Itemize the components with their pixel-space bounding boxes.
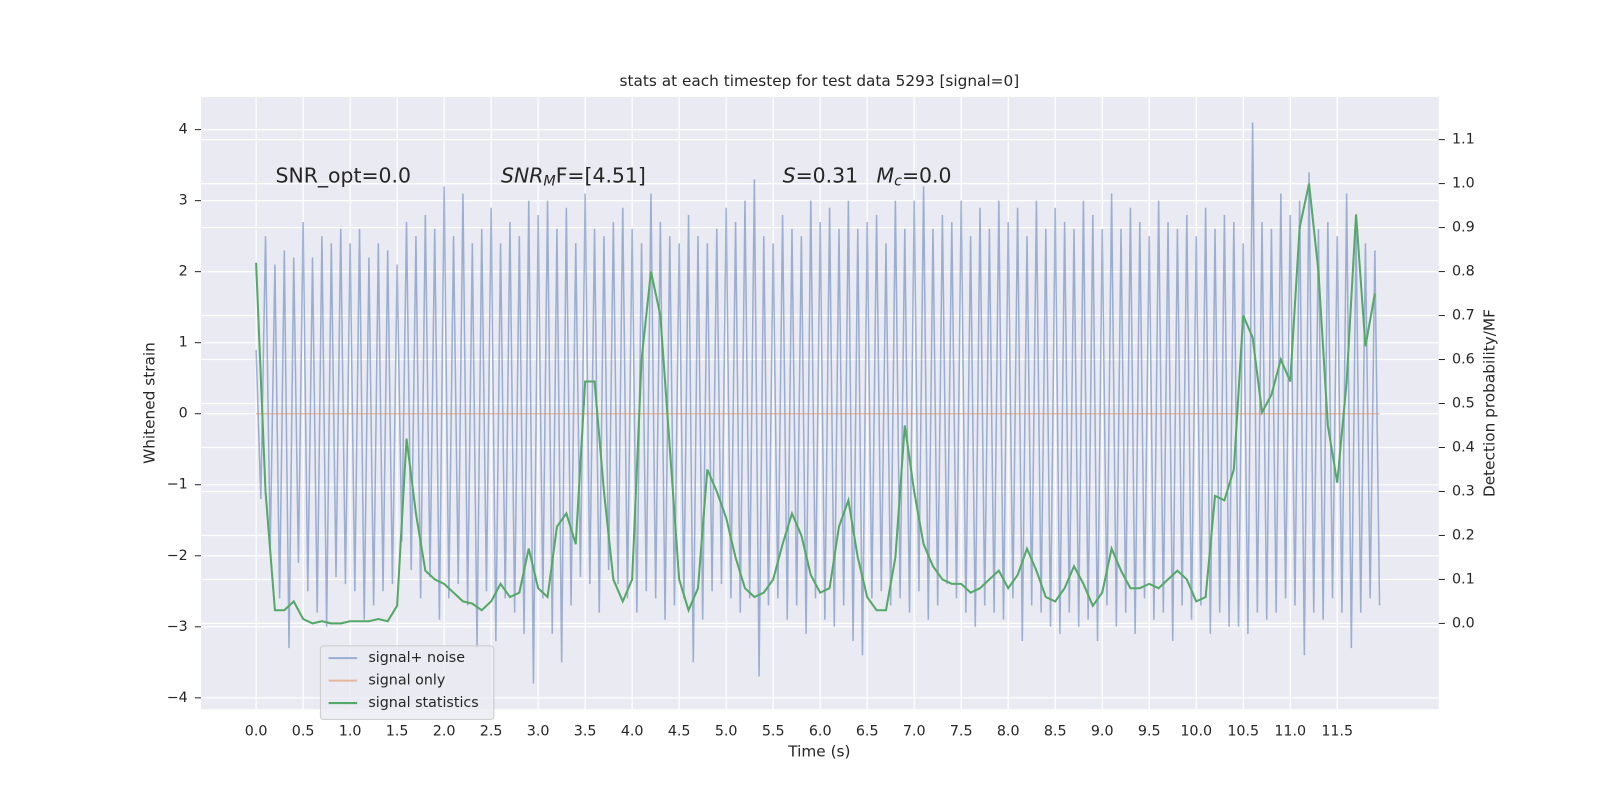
x-tick-label: 1.0 [339,724,362,740]
y-tick-label: 1 [179,335,188,351]
annotation-part: M [877,164,895,188]
y2-tick-label: 1.0 [1452,176,1475,192]
x-tick-label: 7.0 [903,724,926,740]
y2-tick-label: 1.1 [1452,132,1475,148]
x-tick-label: 6.5 [856,724,879,740]
x-tick-label: 0.5 [292,724,315,740]
y-tick-label: 2 [179,264,188,280]
series-line [255,122,1381,684]
x-tick-label: 5.5 [762,724,785,740]
annotation-part: c [894,174,902,190]
x-tick-label: 5.0 [715,724,738,740]
x-tick-label: 10.0 [1180,724,1212,740]
y-tick-label: −3 [167,619,188,635]
legend-label: signal statistics [368,695,478,711]
legend: signal+ noise signal only signal statistic… [319,645,495,720]
x-tick-label: 0.0 [245,724,268,740]
x-tick-label: 4.0 [621,724,644,740]
x-tick-label: 11.0 [1274,724,1306,740]
y-tick-label: −1 [167,477,188,493]
y-tick-label: 0 [179,406,188,422]
y2-tick-label: 0.0 [1452,615,1475,631]
y-tick-label: 3 [179,193,188,209]
x-tick-label: 3.0 [527,724,550,740]
x-axis-label: Time (s) [787,743,850,761]
legend-label: signal only [368,673,445,689]
y2-tick-label: 0.4 [1452,439,1475,455]
y-tick-label: −2 [167,548,188,564]
x-tick-label: 10.5 [1227,724,1259,740]
y2-tick-label: 0.1 [1452,571,1475,587]
annotation-part: =0.31 [796,164,859,188]
y2-tick-label: 0.7 [1452,308,1475,324]
y2-tick-label: 0.3 [1452,483,1475,499]
y-axis-label: Whitened strain [141,342,159,464]
x-tick-label: 8.0 [997,724,1020,740]
annotation-part: F=[4.51] [556,164,646,188]
x-tick-label: 9.0 [1091,724,1114,740]
y2-tick-label: 0.6 [1452,352,1475,368]
series-line [255,183,1376,625]
x-tick-label: 8.5 [1044,724,1067,740]
annotation: Mc=0.0 [877,164,952,190]
x-tick-label: 9.5 [1138,724,1161,740]
annotation-part: =0.0 [902,164,952,188]
annotation: SNRMF=[4.51] [501,164,646,190]
annotation: S=0.31 [783,164,858,188]
x-tick-label: 4.5 [668,724,691,740]
y-tick-label: −4 [167,690,188,706]
x-tick-label: 11.5 [1321,724,1353,740]
y2-axis-label: Detection probability/MF [1480,309,1498,497]
annotation: SNR_opt=0.0 [276,164,412,189]
y-tick-label: 4 [179,122,188,138]
chart-title: stats at each timestep for test data 529… [620,72,1020,90]
y2-tick-label: 0.5 [1452,396,1475,412]
annotation-part: SNR_opt=0.0 [276,164,412,189]
annotation-part: M [543,174,555,190]
x-tick-label: 3.5 [574,724,597,740]
x-tick-label: 2.0 [433,724,456,740]
x-tick-label: 7.5 [950,724,973,740]
x-tick-label: 6.0 [809,724,832,740]
annotation-part: SNR [501,164,543,188]
legend-box [319,645,495,720]
x-tick-label: 1.5 [386,724,409,740]
y2-tick-label: 0.8 [1452,264,1475,280]
plot-area [201,96,1439,710]
annotation-part: S [783,164,796,188]
y2-tick-label: 0.2 [1452,527,1475,543]
legend-label: signal+ noise [368,650,465,666]
y2-tick-label: 0.9 [1452,220,1475,236]
x-tick-label: 2.5 [480,724,503,740]
